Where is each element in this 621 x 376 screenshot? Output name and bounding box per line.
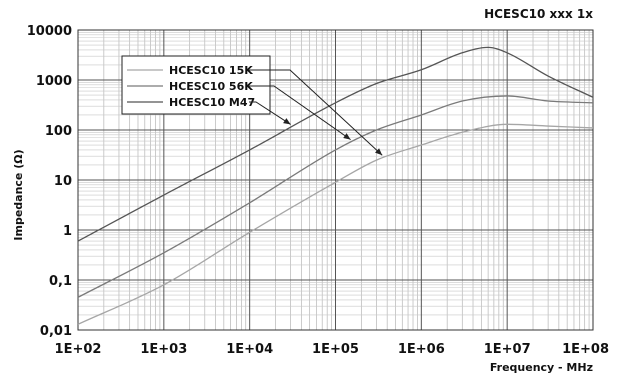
x-tick-label: 1E+03: [140, 342, 187, 357]
legend-arrow-3: [249, 101, 291, 125]
x-axis-title: Frequency - MHz: [490, 361, 593, 374]
legend-arrowhead-1: [375, 148, 383, 156]
legend-arrows: [249, 69, 383, 156]
chart-title: HCESC10 xxx 1x: [484, 7, 593, 21]
legend-arrowhead-3: [283, 118, 291, 125]
legend-label-1: HCESC10 15K: [169, 64, 253, 77]
legend-label-3: HCESC10 M47: [169, 96, 255, 109]
legend-arrow-2: [249, 85, 351, 141]
y-tick-labels: 0,01 0,1 1 10 100 1000 10000: [27, 24, 72, 339]
x-tick-labels: 1E+02 1E+03 1E+04 1E+05 1E+06 1E+07 1E+08: [55, 342, 609, 357]
y-tick-label: 0,1: [49, 274, 72, 289]
y-axis-title: Impedance (Ω): [12, 149, 25, 240]
series-line-2: [77, 95, 594, 298]
series-line-3: [77, 46, 594, 242]
y-tick-label: 1: [63, 224, 72, 239]
x-tick-label: 1E+06: [398, 342, 445, 357]
y-tick-label: 10: [54, 174, 72, 189]
legend-box: [121, 55, 271, 115]
legend-arrowhead-2: [343, 133, 351, 140]
series-layer: [77, 46, 594, 325]
x-tick-label: 1E+04: [226, 342, 273, 357]
x-tick-label: 1E+08: [562, 342, 609, 357]
x-tick-label: 1E+07: [484, 342, 531, 357]
legend: HCESC10 15K HCESC10 56K HCESC10 M47: [121, 55, 271, 115]
y-tick-label: 1000: [36, 74, 72, 89]
y-tick-label: 0,01: [40, 324, 72, 339]
y-tick-label: 10000: [27, 24, 72, 39]
x-tick-label: 1E+02: [55, 342, 102, 357]
series-line-1: [77, 123, 594, 325]
x-tick-label: 1E+05: [312, 342, 359, 357]
plot-frame: [77, 29, 594, 331]
legend-label-2: HCESC10 56K: [169, 80, 253, 93]
legend-arrow-1: [249, 69, 383, 156]
y-tick-label: 100: [45, 124, 72, 139]
